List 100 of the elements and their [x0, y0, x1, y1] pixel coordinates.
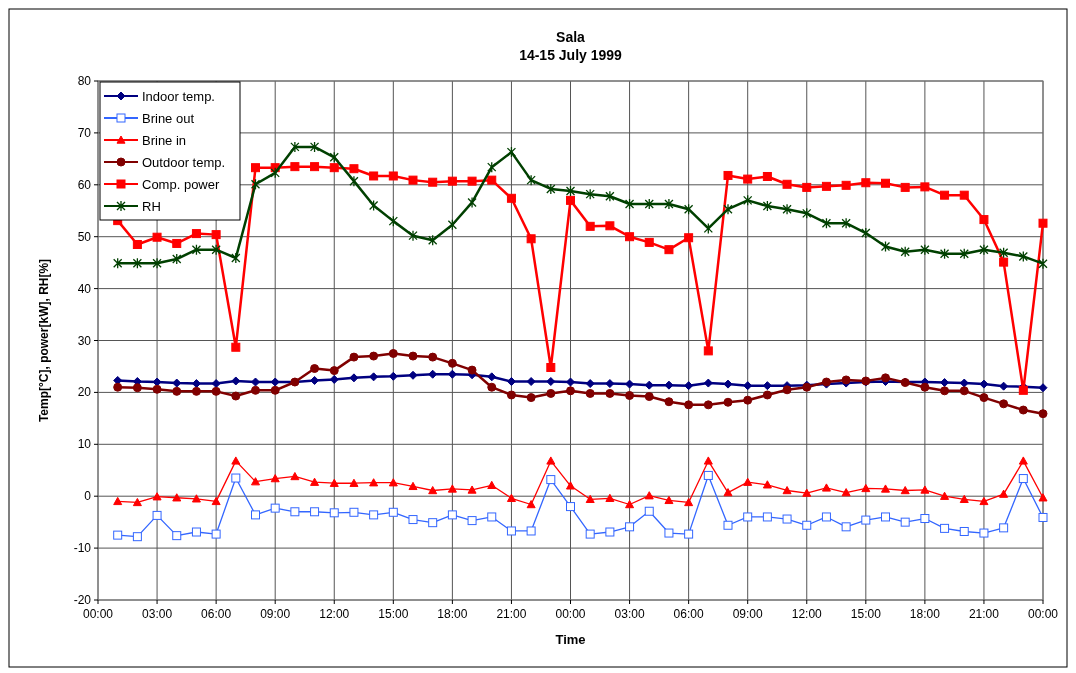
chart-subtitle: 14-15 July 1999: [519, 47, 623, 63]
point: [782, 179, 792, 189]
point: [329, 478, 339, 487]
point: [605, 388, 615, 398]
legend-label: Comp. power: [142, 177, 220, 192]
point: [762, 390, 772, 400]
point: [368, 199, 379, 212]
point: [487, 512, 497, 522]
point: [467, 485, 477, 494]
point: [329, 163, 339, 173]
point: [920, 182, 930, 192]
y-tick-label: 60: [77, 177, 92, 192]
point: [644, 491, 654, 500]
point: [408, 351, 418, 361]
point: [546, 456, 556, 465]
point: [841, 488, 851, 497]
point: [743, 395, 753, 405]
y-tick-label: 0: [84, 489, 92, 504]
point: [999, 489, 1009, 498]
point: [487, 175, 497, 185]
point: [349, 175, 359, 187]
point: [959, 190, 969, 200]
point: [231, 473, 241, 483]
point: [388, 371, 398, 381]
point: [566, 377, 575, 387]
point: [408, 515, 418, 525]
point: [211, 386, 221, 396]
point: [388, 507, 398, 517]
point: [329, 151, 339, 163]
point: [310, 364, 320, 374]
point: [172, 386, 182, 396]
point: [821, 512, 831, 522]
point: [369, 478, 379, 487]
legend-label: Outdoor temp.: [142, 155, 226, 170]
point: [900, 246, 910, 258]
point: [703, 222, 713, 235]
point: [743, 512, 753, 522]
point: [762, 200, 773, 212]
point: [664, 245, 674, 255]
legend-label: Brine out: [142, 111, 195, 126]
point: [684, 400, 694, 410]
x-tick-label: 12:00: [319, 607, 350, 621]
point: [467, 516, 477, 526]
legend-label: Indoor temp.: [142, 89, 215, 104]
point: [231, 391, 241, 401]
point: [487, 372, 497, 382]
point: [1038, 383, 1048, 393]
point: [821, 181, 831, 191]
x-tick-label: 00:00: [555, 607, 586, 621]
point: [388, 171, 398, 181]
point: [447, 484, 457, 493]
point: [782, 485, 792, 495]
point: [231, 342, 241, 352]
y-tick-label: 40: [77, 281, 92, 296]
point: [526, 174, 536, 186]
point: [447, 219, 458, 231]
y-axis-title: Temp[°C], power[kW], RH[%]: [37, 258, 51, 423]
point: [900, 182, 910, 192]
point: [467, 365, 477, 375]
point: [329, 374, 339, 384]
point: [585, 221, 595, 231]
point: [408, 175, 418, 185]
point: [684, 497, 694, 507]
point: [565, 185, 576, 197]
point: [880, 240, 891, 253]
point: [625, 522, 635, 532]
point: [251, 510, 260, 520]
point: [920, 382, 930, 392]
point: [959, 494, 969, 504]
point: [703, 378, 713, 388]
point: [211, 496, 221, 506]
point: [881, 484, 890, 493]
point: [152, 510, 162, 520]
legend-label: Brine in: [142, 133, 187, 148]
point: [782, 514, 792, 524]
point: [743, 381, 753, 391]
point: [113, 496, 123, 506]
point: [447, 510, 457, 520]
point: [172, 493, 182, 502]
point: [644, 392, 654, 402]
point: [231, 252, 241, 264]
point: [270, 503, 280, 513]
point: [546, 362, 556, 372]
point: [979, 244, 989, 256]
point: [585, 379, 595, 389]
point: [349, 507, 359, 517]
point: [1018, 456, 1028, 465]
y-tick-label: -20: [73, 593, 92, 607]
point: [605, 190, 615, 202]
chart-title: Sala: [556, 29, 586, 45]
point: [644, 198, 654, 210]
point: [881, 373, 890, 383]
x-tick-label: 00:00: [82, 607, 114, 621]
point: [270, 167, 280, 179]
point: [841, 180, 851, 190]
point: [585, 529, 595, 539]
point: [250, 178, 261, 190]
point: [566, 481, 575, 490]
point: [132, 497, 142, 507]
point: [782, 385, 792, 395]
